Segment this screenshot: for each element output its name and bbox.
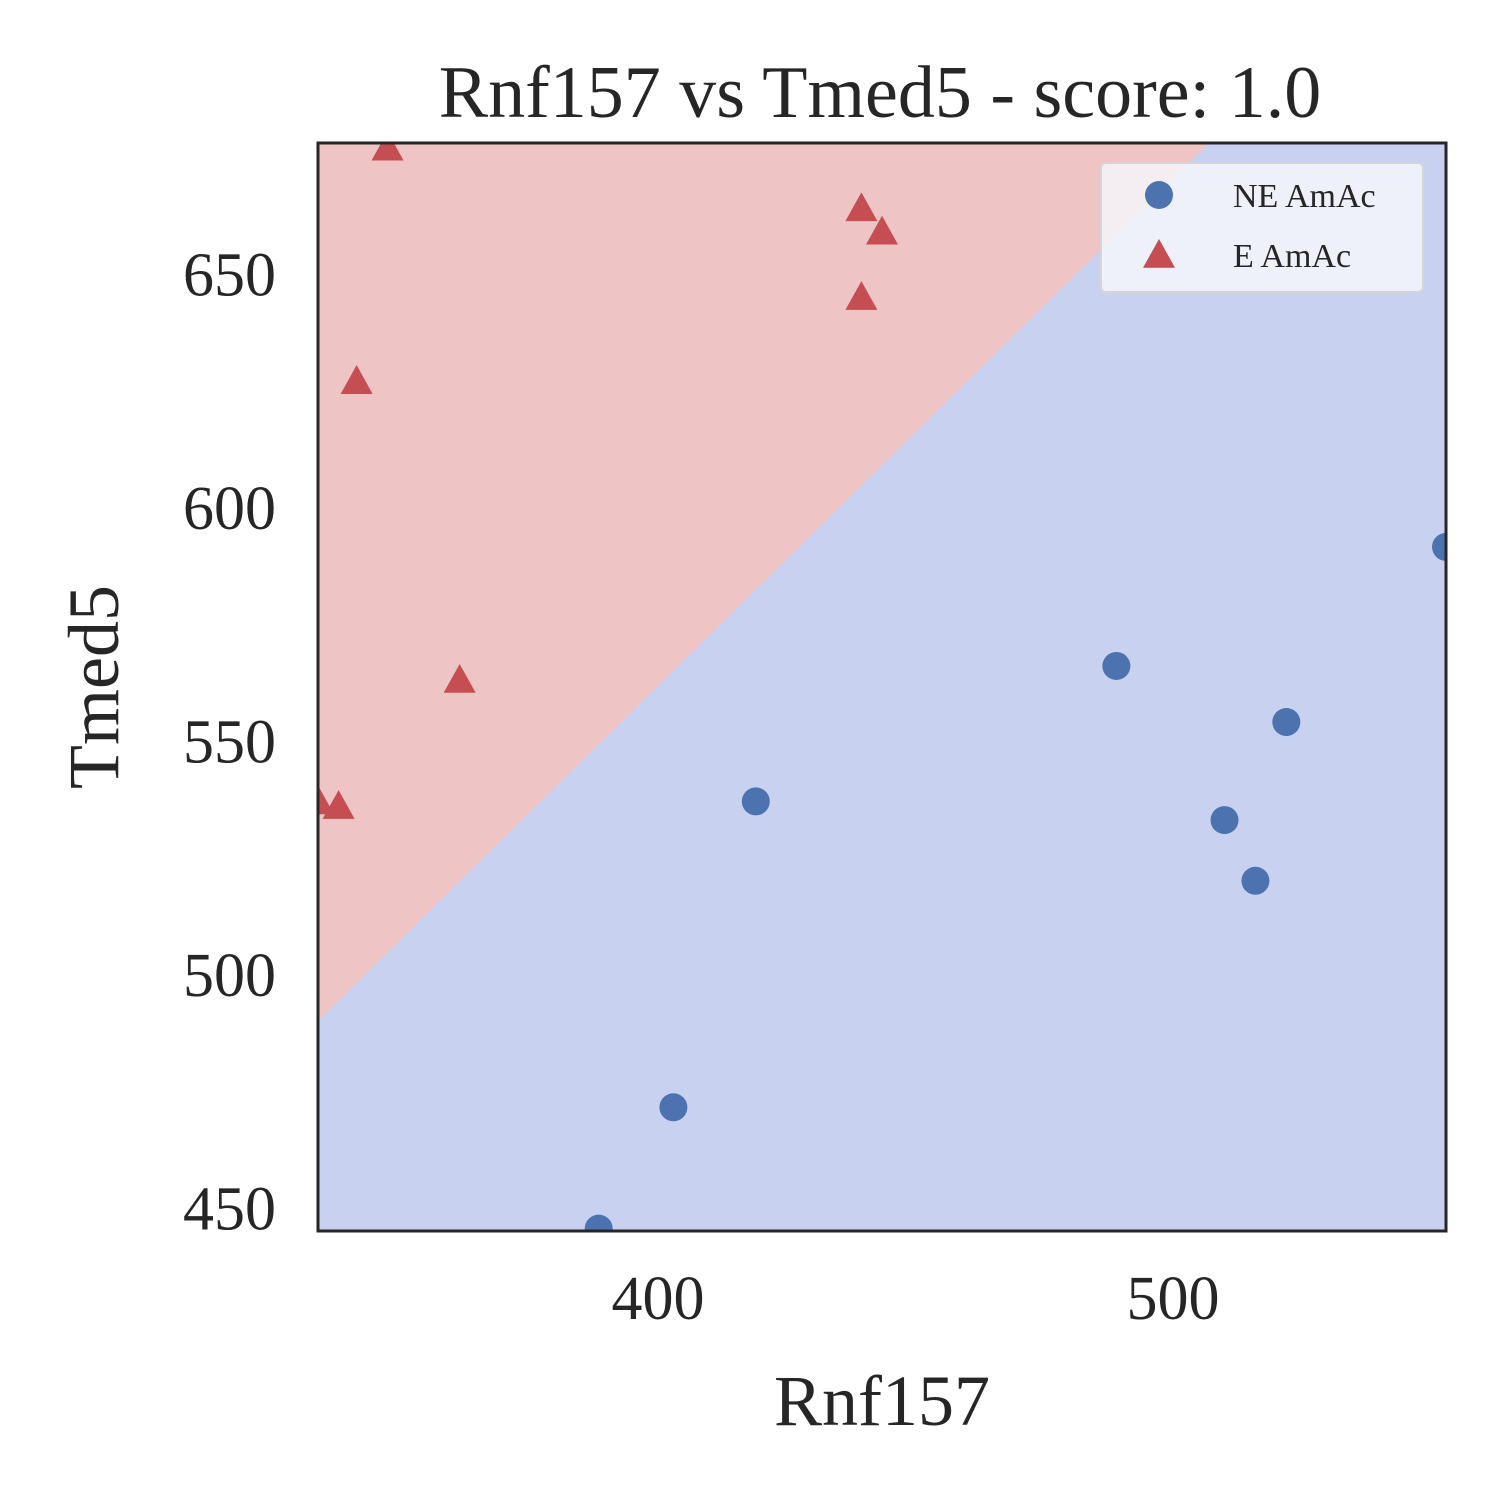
point-e-amac <box>371 143 404 161</box>
point-ne-amac <box>1432 532 1446 561</box>
x-axis-label: Rnf157 <box>774 1361 990 1441</box>
chart-title: Rnf157 vs Tmed5 - score: 1.0 <box>439 52 1321 134</box>
x-tick-label: 400 <box>611 1265 704 1333</box>
point-ne-amac <box>1102 651 1131 680</box>
y-tick-label: 600 <box>183 475 276 543</box>
point-e-amac <box>845 192 878 222</box>
legend-marker-e-amac <box>1143 239 1175 268</box>
point-e-amac <box>443 663 476 693</box>
plot-frame <box>316 141 1448 1233</box>
y-tick-label: 550 <box>183 709 276 777</box>
point-ne-amac <box>584 1214 613 1231</box>
point-ne-amac <box>1241 866 1270 895</box>
data-points <box>318 143 1446 1231</box>
legend: NE AmAc E AmAc <box>1100 162 1424 293</box>
x-tick-label: 500 <box>1127 1265 1220 1333</box>
legend-label: NE AmAc <box>1233 178 1376 215</box>
y-axis-ticks: 450 500 550 600 650 <box>183 242 276 1244</box>
legend-label: E AmAc <box>1233 238 1351 275</box>
y-tick-label: 650 <box>183 242 276 310</box>
y-tick-label: 450 <box>183 1176 276 1244</box>
decision-regions <box>318 143 1446 1231</box>
y-axis-label: Tmed5 <box>54 585 134 789</box>
region-e-amac <box>318 143 1210 1021</box>
x-axis-ticks: 400 500 <box>611 1265 1219 1333</box>
legend-box <box>1100 162 1424 293</box>
point-e-amac <box>866 215 898 245</box>
point-e-amac <box>845 281 878 310</box>
y-tick-label: 500 <box>183 942 276 1010</box>
point-e-amac <box>340 365 373 394</box>
legend-marker-ne-amac <box>1145 181 1173 209</box>
point-ne-amac <box>741 787 770 816</box>
point-ne-amac <box>659 1093 688 1122</box>
point-e-amac <box>318 785 334 815</box>
point-ne-amac <box>1272 708 1301 737</box>
point-ne-amac <box>1210 806 1239 835</box>
